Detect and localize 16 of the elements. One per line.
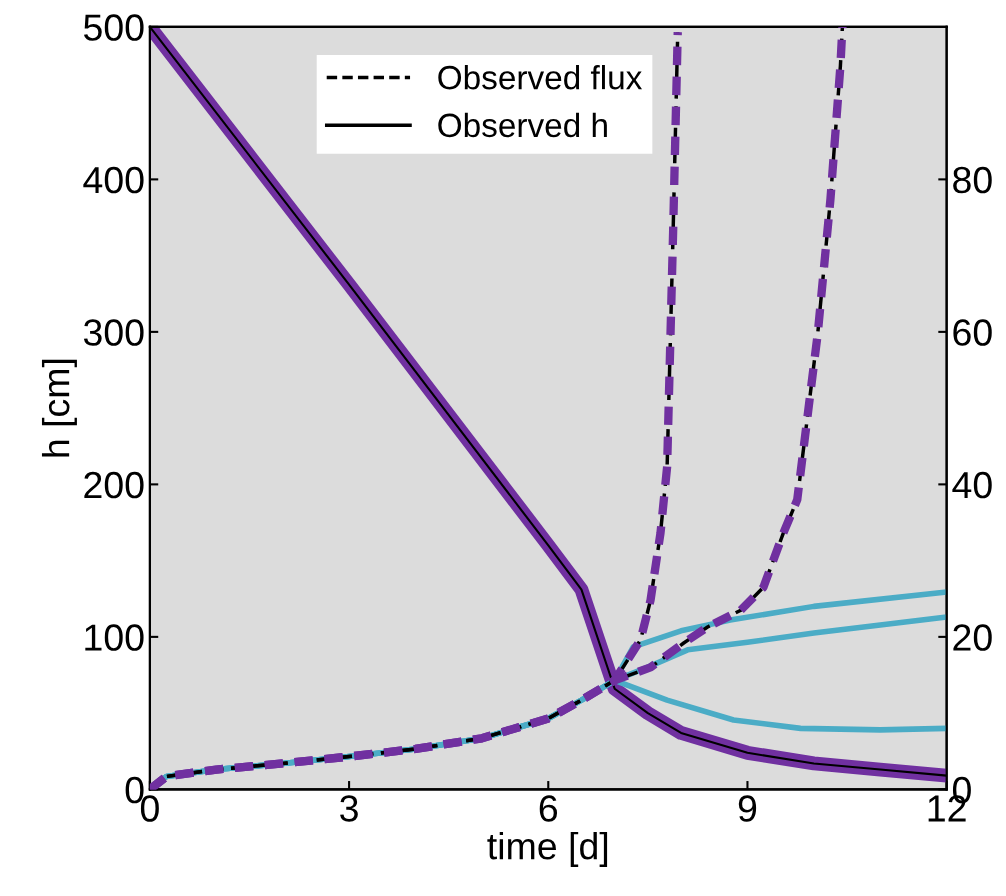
y-tick-label: 200 — [84, 471, 144, 499]
x-axis-title: time [d] — [487, 831, 608, 867]
y-tick-label: 500 — [83, 14, 144, 41]
y2-tick-label: 40 — [952, 471, 992, 499]
legend-label: Observed flux — [438, 64, 642, 90]
x-tick-label: 3 — [340, 795, 358, 822]
y-tick-label: 300 — [83, 319, 144, 346]
y2-tick-label: 80 — [953, 166, 992, 194]
x-tick-label: 9 — [738, 795, 757, 822]
y-tick-label: 100 — [85, 624, 144, 651]
x-tick-label: 6 — [539, 795, 558, 822]
y2-tick-label: 60 — [953, 319, 992, 346]
legend-label: Observed h — [438, 112, 607, 138]
y-axis-title: h [cm] — [41, 359, 77, 457]
y2-tick-label: 20 — [953, 624, 992, 651]
y-tick-label: 400 — [83, 166, 144, 194]
